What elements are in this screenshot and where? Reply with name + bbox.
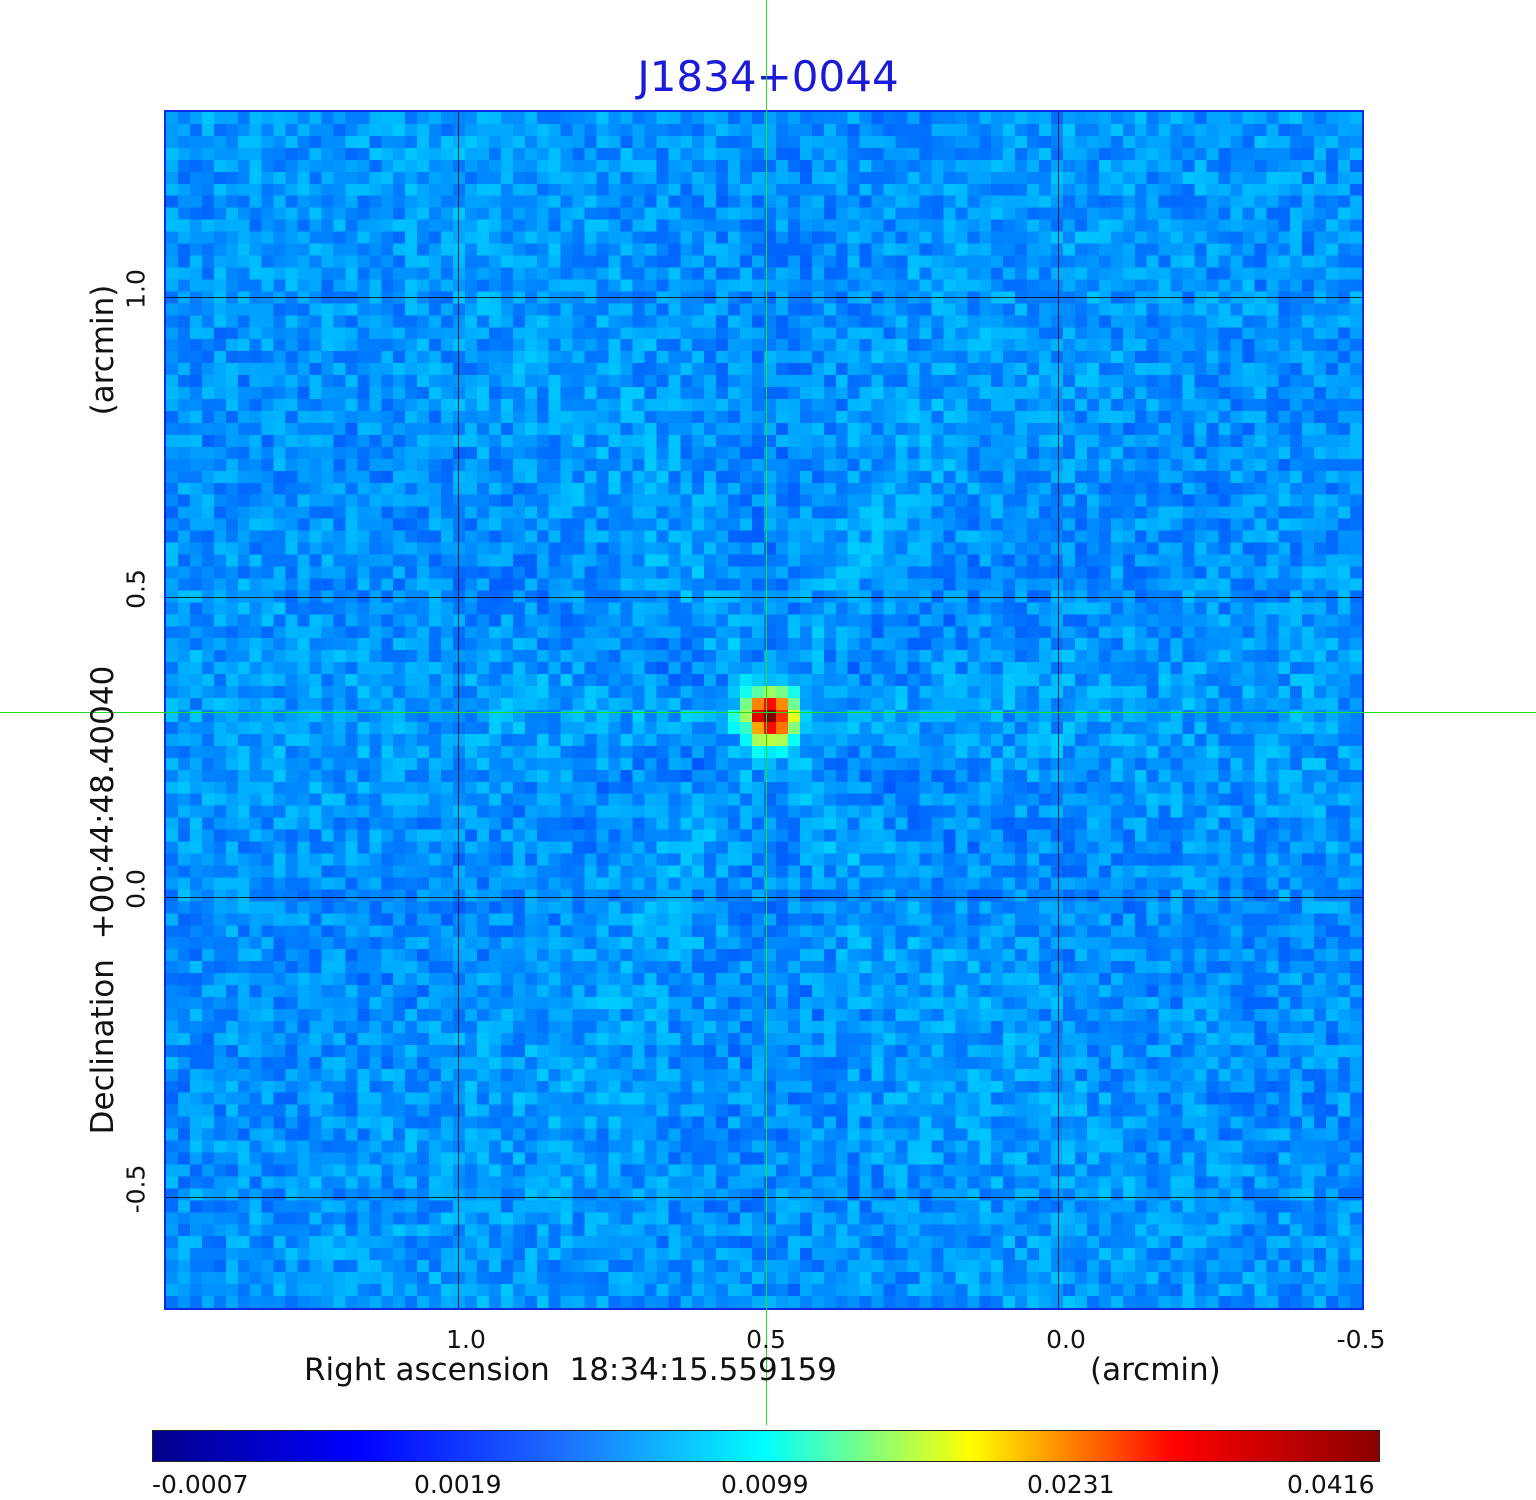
grid-line-dec-0.5 <box>166 597 1362 598</box>
grid-line-dec-1.0 <box>166 297 1362 298</box>
colorbar <box>152 1430 1380 1462</box>
radio-intensity-map[interactable] <box>166 112 1362 1308</box>
y-tick-label: -0.5 <box>121 1164 151 1214</box>
x-axis-unit: (arcmin) <box>1090 1352 1221 1388</box>
y-tick-label: 0.5 <box>121 569 151 609</box>
crosshair-horizontal <box>0 712 1536 713</box>
y-axis-unit: (arcmin) <box>85 284 121 416</box>
grid-line-dec--0.5 <box>166 1197 1362 1198</box>
x-axis-label: Right ascension 18:34:15.559159 <box>304 1352 837 1388</box>
colorbar-tick-label: 0.0416 <box>1287 1470 1375 1499</box>
y-tick-label: 1.0 <box>121 269 151 309</box>
colorbar-tick-label: -0.0007 <box>152 1470 249 1499</box>
x-tick-label: -0.5 <box>1336 1325 1386 1354</box>
y-tick-label: 0.0 <box>121 869 151 909</box>
colorbar-tick-label: 0.0231 <box>1027 1470 1115 1499</box>
image-title: J1834+0044 <box>637 52 899 101</box>
x-tick-label: 0.5 <box>746 1325 786 1354</box>
colorbar-tick-label: 0.0099 <box>721 1470 809 1499</box>
sky-image-panel[interactable] <box>164 110 1364 1310</box>
x-tick-label: 0.0 <box>1046 1325 1086 1354</box>
y-axis-label: Declination +00:44:48.40040 <box>85 665 121 1135</box>
x-tick-label: 1.0 <box>446 1325 486 1354</box>
colorbar-tick-label: 0.0019 <box>414 1470 502 1499</box>
grid-line-ra-0.0 <box>1058 112 1059 1308</box>
grid-line-dec-0.0 <box>166 897 1362 898</box>
grid-line-ra-1.0 <box>458 112 459 1308</box>
